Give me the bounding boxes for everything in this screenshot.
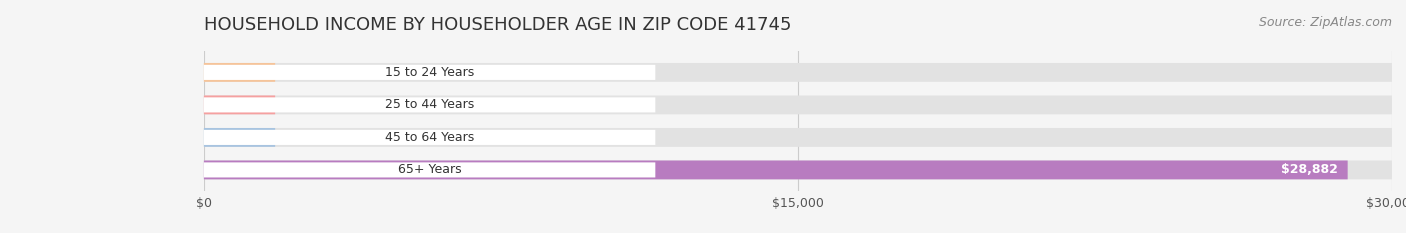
Text: HOUSEHOLD INCOME BY HOUSEHOLDER AGE IN ZIP CODE 41745: HOUSEHOLD INCOME BY HOUSEHOLDER AGE IN Z… <box>204 16 792 34</box>
FancyBboxPatch shape <box>204 130 655 145</box>
Text: Source: ZipAtlas.com: Source: ZipAtlas.com <box>1258 16 1392 29</box>
FancyBboxPatch shape <box>204 161 1392 179</box>
FancyBboxPatch shape <box>204 161 1348 179</box>
Text: 45 to 64 Years: 45 to 64 Years <box>385 131 474 144</box>
FancyBboxPatch shape <box>204 96 276 114</box>
FancyBboxPatch shape <box>204 97 655 113</box>
FancyBboxPatch shape <box>204 128 1392 147</box>
Text: $28,882: $28,882 <box>1281 163 1339 176</box>
FancyBboxPatch shape <box>204 128 276 147</box>
Text: $0: $0 <box>290 98 305 111</box>
Text: $0: $0 <box>290 131 305 144</box>
Text: 65+ Years: 65+ Years <box>398 163 461 176</box>
FancyBboxPatch shape <box>204 65 655 80</box>
FancyBboxPatch shape <box>204 96 1392 114</box>
Text: $0: $0 <box>290 66 305 79</box>
FancyBboxPatch shape <box>204 63 1392 82</box>
Text: 15 to 24 Years: 15 to 24 Years <box>385 66 474 79</box>
FancyBboxPatch shape <box>204 63 276 82</box>
FancyBboxPatch shape <box>204 162 655 178</box>
Text: 25 to 44 Years: 25 to 44 Years <box>385 98 474 111</box>
